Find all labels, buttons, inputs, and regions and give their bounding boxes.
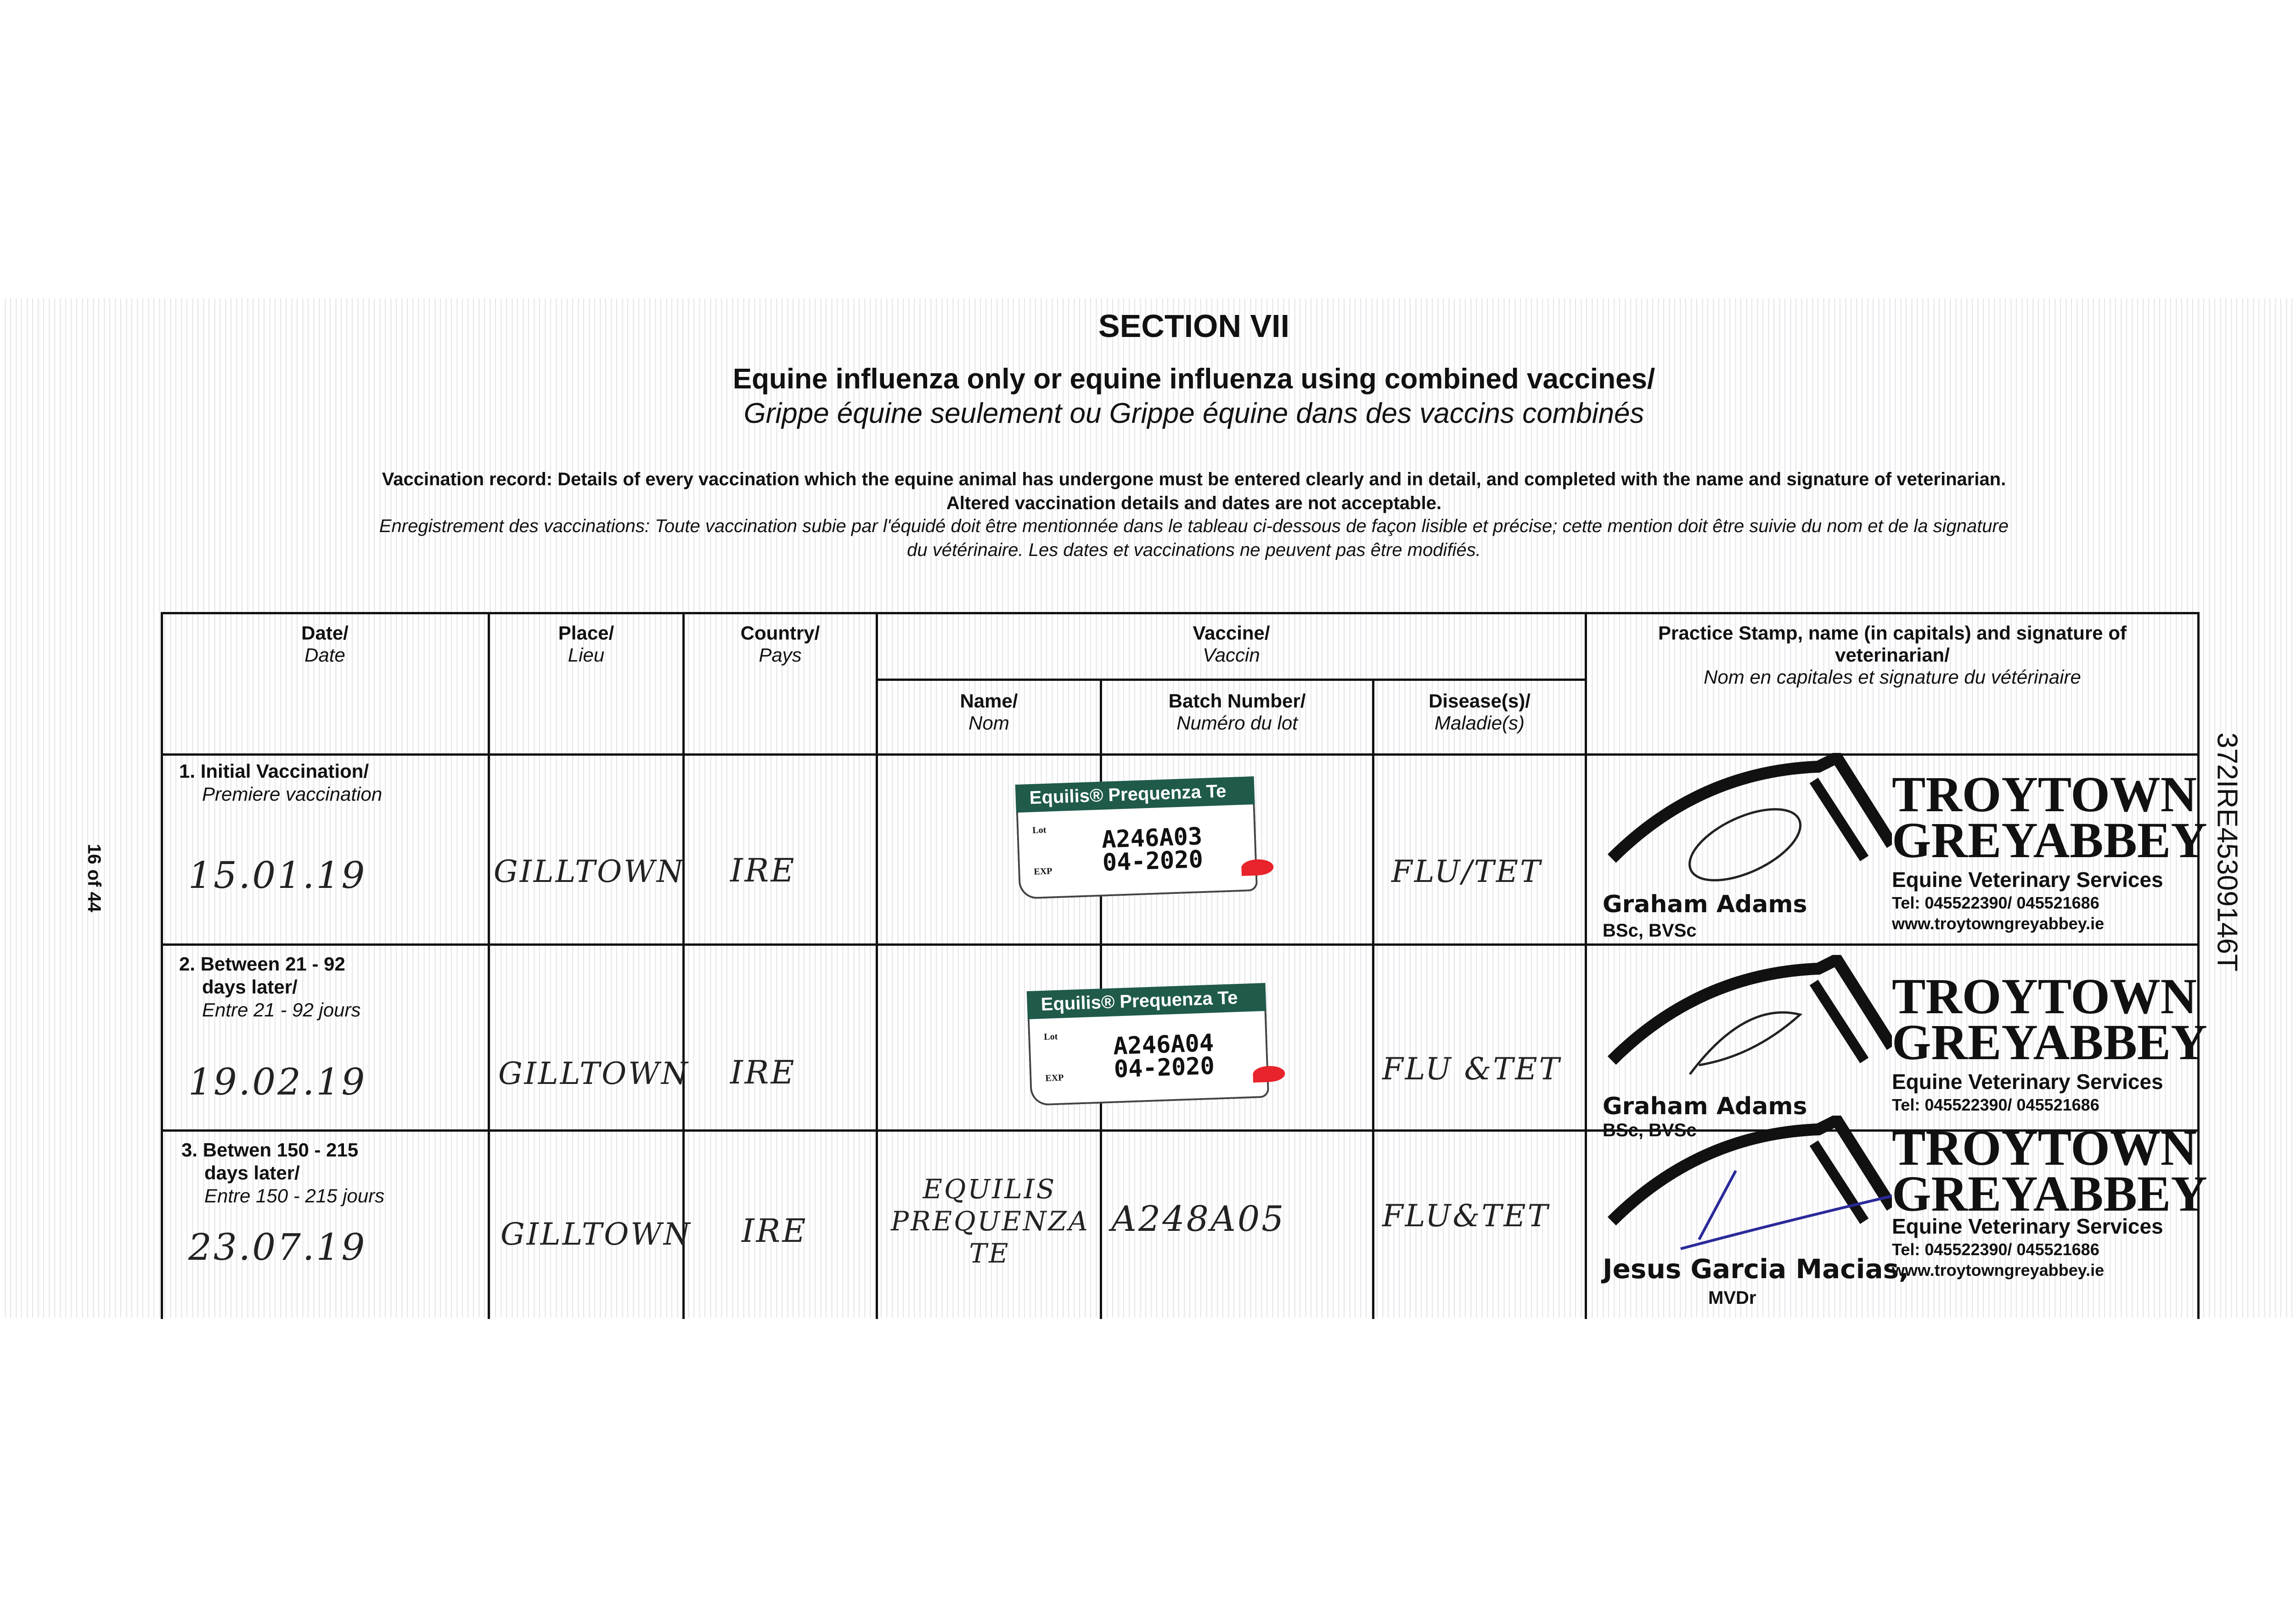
country-2: IRE: [730, 1054, 796, 1091]
place-1: GILLTOWN: [494, 854, 685, 889]
header-date: Date/Date: [301, 622, 349, 666]
header-disease: Disease(s)/Maladie(s): [1429, 690, 1531, 734]
row-divider: [161, 753, 2200, 756]
stamp-web: www.troytowngreyabbey.ie: [1892, 914, 2105, 933]
header-place: Place/Lieu: [558, 622, 614, 666]
disease-3: FLU&TET: [1382, 1198, 1550, 1234]
instructions-fr: Enregistrement des vaccinations: Toute v…: [165, 514, 2223, 562]
sticker-exp: 04-2020: [1113, 1052, 1215, 1083]
horse-logo-icon: [1607, 753, 1892, 881]
country-3: IRE: [742, 1212, 808, 1250]
header-name: Name/Nom: [960, 690, 1018, 734]
header-country: Country/Pays: [740, 622, 820, 666]
col-divider: [1372, 679, 1374, 1319]
instr-en-2: Altered vaccination details and dates ar…: [946, 493, 1442, 513]
header-vaccine: Vaccine/Vaccin: [1193, 622, 1270, 666]
col-divider: [682, 612, 685, 1319]
horse-logo-icon: [1607, 955, 1892, 1075]
vet-name: Graham Adams: [1603, 1093, 1807, 1120]
instr-fr-1: Enregistrement des vaccinations: Toute v…: [379, 516, 2009, 536]
section-title: SECTION VII: [1098, 308, 1290, 344]
vet-name: Graham Adams: [1603, 891, 1807, 918]
vet-qualification: BSc, BVSc: [1603, 920, 1697, 941]
document-id: 372IRE45309146T: [2211, 732, 2243, 972]
disease-1: FLU/TET: [1391, 854, 1542, 889]
vet-stamp-2: Graham Adams BSc, BVSc TROYTOWN GREYABBEY…: [1589, 955, 2241, 1148]
vet-stamp-1: Graham Adams BSc, BVSc TROYTOWN GREYABBEY…: [1589, 753, 2241, 946]
sticker-exp-key: EXP: [1045, 1072, 1064, 1083]
horse-logo-icon: [1607, 1116, 1892, 1250]
col-divider: [876, 612, 878, 1319]
stamp-web: www.troytowngreyabbey.ie: [1892, 1261, 2105, 1280]
stamp-services: Equine Veterinary Services: [1892, 868, 2163, 892]
vet-qualification: BSc, BVSc: [1603, 1120, 1697, 1140]
stamp-services: Equine Veterinary Services: [1892, 1214, 2163, 1238]
row-divider: [161, 1129, 2200, 1132]
sticker-lot-key: Lot: [1032, 825, 1047, 836]
disease-2: FLU &TET: [1382, 1051, 1561, 1087]
place-3: GILLTOWN: [501, 1217, 692, 1252]
stamp-tel: Tel: 045522390/ 045521686: [1892, 893, 2099, 912]
sticker-exp-key: EXP: [1034, 866, 1052, 877]
sticker-exp: 04-2020: [1102, 845, 1204, 877]
row-2-label: 2. Between 21 - 92 days later/Entre 21 - …: [179, 953, 361, 1021]
col-divider: [1585, 612, 1587, 1319]
vaccine-sticker-2: Equilis® Prequenza Te Lot EXP A246A04 04…: [1026, 983, 1285, 1106]
vaccine-sticker-1: Equilis® Prequenza Te Lot EXP A246A03 04…: [1015, 776, 1274, 899]
row-divider: [876, 679, 1586, 681]
page-number: 16 of 44: [84, 844, 104, 912]
row-3-label: 3. Betwen 150 - 215 days later/Entre 150 …: [181, 1139, 385, 1207]
batch-3: A248A05: [1111, 1198, 1286, 1239]
row-divider: [161, 943, 2200, 946]
stamp-tel: Tel: 045522390/ 045521686: [1892, 1095, 2099, 1114]
vaccination-table: [161, 612, 2200, 1319]
title-en: Equine influenza only or equine influenz…: [732, 363, 1655, 395]
stamp-tel: Tel: 045522390/ 045521686: [1892, 1240, 2099, 1259]
sticker-lot-key: Lot: [1043, 1031, 1058, 1042]
instr-fr-2: du vétérinaire. Les dates et vaccination…: [907, 540, 1481, 560]
vet-stamp-3: Jesus Garcia Macias, MVDr TROYTOWN GREYAB…: [1589, 1116, 2241, 1308]
instructions-en: Vaccination record: Details of every vac…: [165, 467, 2223, 515]
stamp-brand: TROYTOWN GREYABBEY: [1892, 1120, 2207, 1222]
stamp-brand: TROYTOWN GREYABBEY: [1892, 766, 2207, 868]
title-fr: Grippe équine seulement ou Grippe équine…: [743, 398, 1644, 429]
place-2: GILLTOWN: [498, 1056, 690, 1091]
instr-en-1: Vaccination record: Details of every vac…: [382, 469, 2006, 489]
vet-qualification: MVDr: [1708, 1288, 1756, 1308]
country-1: IRE: [730, 852, 796, 889]
date-3: 23.07.19: [188, 1226, 367, 1268]
header-stamp: Practice Stamp, name (in capitals) and s…: [1658, 622, 2127, 688]
vet-name: Jesus Garcia Macias,: [1603, 1253, 1909, 1285]
date-1: 15.01.19: [188, 854, 367, 897]
stamp-brand: TROYTOWN GREYABBEY: [1892, 968, 2207, 1070]
row-1-label: 1. Initial Vaccination/Premiere vaccinat…: [179, 760, 383, 805]
col-divider: [488, 612, 490, 1319]
name-3: EQUILIS PREQUENZA TE: [891, 1173, 1090, 1269]
stamp-services: Equine Veterinary Services: [1892, 1070, 2163, 1094]
header-batch: Batch Number/Numéro du lot: [1168, 690, 1306, 734]
date-2: 19.02.19: [188, 1061, 367, 1103]
